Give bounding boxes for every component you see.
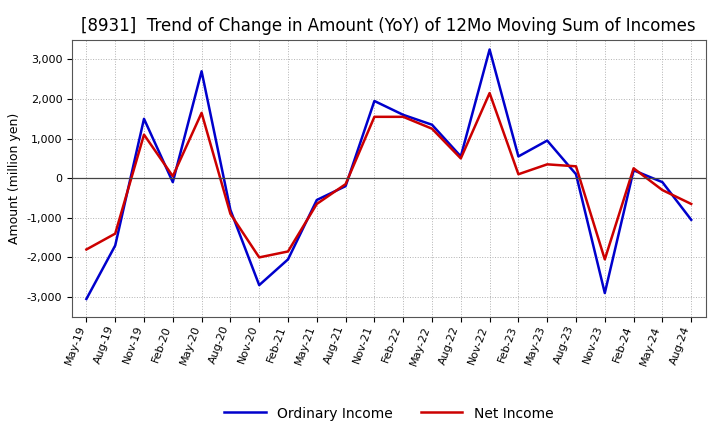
Net Income [399,114,408,119]
Ordinary Income [140,116,148,121]
Net Income [312,201,321,206]
Net Income [284,249,292,254]
Ordinary Income [168,180,177,185]
Ordinary Income [226,207,235,213]
Line: Net Income: Net Income [86,93,691,259]
Net Income [82,247,91,252]
Ordinary Income [629,168,638,173]
Ordinary Income [572,172,580,177]
Net Income [456,156,465,161]
Net Income [226,211,235,216]
Net Income [658,187,667,193]
Net Income [485,90,494,95]
Legend: Ordinary Income, Net Income: Ordinary Income, Net Income [219,401,559,426]
Ordinary Income [600,290,609,296]
Ordinary Income [312,197,321,202]
Ordinary Income [197,69,206,74]
Ordinary Income [399,112,408,117]
Net Income [255,255,264,260]
Net Income [370,114,379,119]
Ordinary Income [428,122,436,127]
Ordinary Income [687,217,696,222]
Net Income [687,201,696,206]
Net Income [543,161,552,167]
Net Income [629,165,638,171]
Ordinary Income [370,98,379,103]
Line: Ordinary Income: Ordinary Income [86,49,691,299]
Net Income [197,110,206,115]
Title: [8931]  Trend of Change in Amount (YoY) of 12Mo Moving Sum of Incomes: [8931] Trend of Change in Amount (YoY) o… [81,17,696,35]
Net Income [168,173,177,179]
Net Income [111,231,120,236]
Ordinary Income [514,154,523,159]
Net Income [514,172,523,177]
Net Income [341,181,350,187]
Y-axis label: Amount (million yen): Amount (million yen) [8,113,21,244]
Ordinary Income [341,183,350,189]
Net Income [428,126,436,131]
Net Income [140,132,148,137]
Ordinary Income [284,257,292,262]
Ordinary Income [456,154,465,159]
Ordinary Income [485,47,494,52]
Net Income [600,257,609,262]
Ordinary Income [82,297,91,302]
Ordinary Income [658,180,667,185]
Net Income [572,164,580,169]
Ordinary Income [543,138,552,143]
Ordinary Income [255,282,264,288]
Ordinary Income [111,243,120,248]
